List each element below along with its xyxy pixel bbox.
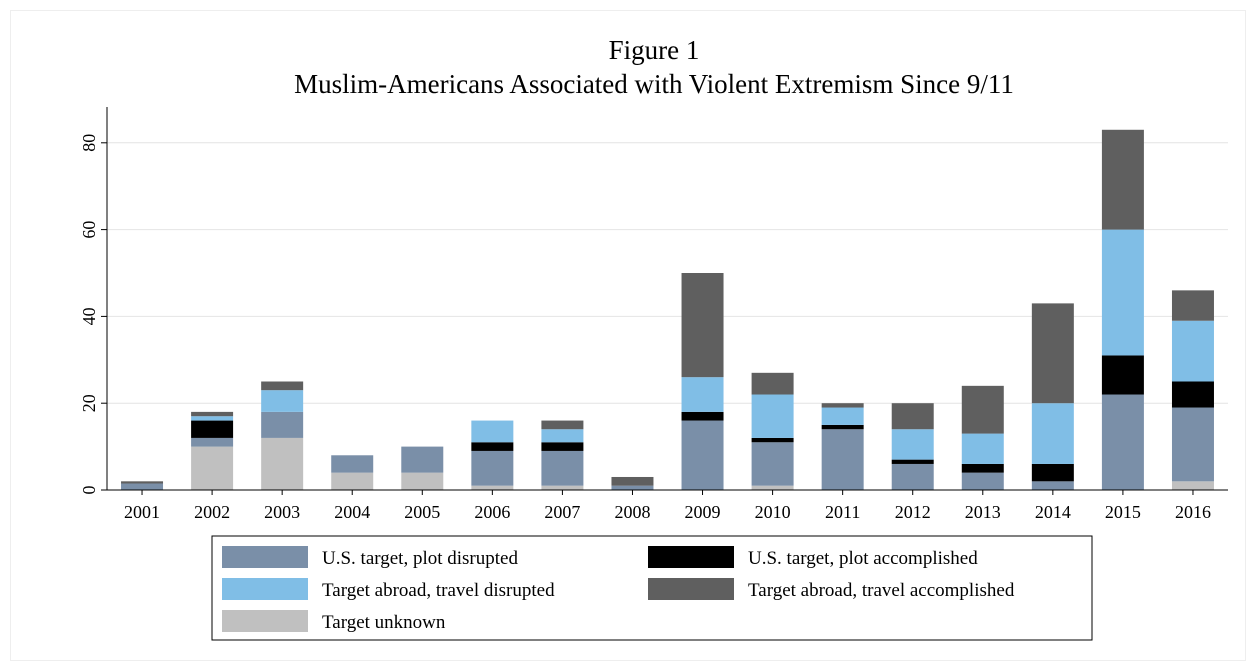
bar-segment-abroad_disrupted [821, 407, 864, 425]
x-tick-label: 2002 [194, 502, 230, 522]
bar-segment-us_disrupted [261, 411, 304, 438]
bar-segment-unknown [191, 446, 234, 490]
bar-segment-abroad_disrupted [1171, 320, 1214, 382]
x-tick-label: 2015 [1105, 502, 1141, 522]
y-tick-label: 0 [79, 486, 99, 495]
bar-segment-abroad_disrupted [681, 377, 724, 412]
bar-segment-abroad_disrupted [961, 433, 1004, 464]
y-tick-label: 60 [79, 221, 99, 239]
bar-segment-us_disrupted [191, 437, 234, 447]
legend-label-us_disrupted: U.S. target, plot disrupted [322, 548, 518, 569]
bar-segment-us_accomplished [191, 420, 234, 438]
legend-label-abroad_accomplished: Target abroad, travel accomplished [748, 580, 1015, 601]
bar-segment-abroad_disrupted [1031, 403, 1074, 464]
x-tick-label: 2016 [1175, 502, 1211, 522]
bar-segment-us_disrupted [1101, 394, 1144, 490]
x-tick-label: 2006 [474, 502, 510, 522]
bar-segment-us_disrupted [1171, 407, 1214, 482]
bar-segment-abroad_accomplished [1171, 290, 1214, 321]
bar-segment-unknown [471, 485, 514, 490]
bar-segment-us_accomplished [541, 442, 584, 451]
bar-segment-unknown [541, 485, 584, 490]
bar-segment-us_accomplished [1171, 381, 1214, 408]
chart-subtitle: Muslim-Americans Associated with Violent… [294, 69, 1014, 99]
bar-segment-us_disrupted [821, 429, 864, 490]
bar-segment-abroad_disrupted [191, 416, 234, 421]
legend-label-abroad_disrupted: Target abroad, travel disrupted [322, 580, 555, 601]
x-tick-label: 2011 [825, 502, 860, 522]
legend-label-unknown: Target unknown [322, 612, 446, 633]
axes: 0 20 40 60 80 2001 2002 2003 2004 2005 2006 2007 200… [79, 107, 1228, 522]
x-tick-label: 2004 [334, 502, 370, 522]
bar-segment-us_disrupted [121, 483, 164, 490]
bar-segment-abroad_disrupted [891, 429, 934, 460]
bar-segment-us_disrupted [471, 450, 514, 486]
x-tick-label: 2003 [264, 502, 300, 522]
bar-segment-us_accomplished [821, 424, 864, 430]
legend-swatch-abroad_disrupted [222, 578, 308, 600]
bar-segment-abroad_accomplished [821, 403, 864, 408]
bar-segment-unknown [401, 472, 444, 490]
bar-segment-us_disrupted [681, 420, 724, 490]
x-tick-label: 2014 [1035, 502, 1071, 522]
legend: U.S. target, plot disrupted U.S. target, … [211, 535, 1093, 641]
bar-segment-abroad_accomplished [751, 372, 794, 395]
bar-segment-unknown [261, 437, 304, 490]
y-tick-label: 20 [79, 394, 99, 412]
bar-segment-abroad_accomplished [121, 481, 164, 484]
x-tick-label: 2012 [895, 502, 931, 522]
bar-segment-us_disrupted [611, 485, 654, 490]
y-tick-label: 80 [79, 134, 99, 152]
x-tick-label: 2008 [614, 502, 650, 522]
legend-swatch-unknown [222, 610, 308, 632]
bar-segment-us_disrupted [891, 463, 934, 490]
bar-segment-us_disrupted [1031, 481, 1074, 490]
bar-segment-abroad_accomplished [191, 411, 234, 417]
bar-segment-abroad_accomplished [261, 381, 304, 391]
bar-segment-us_accomplished [961, 463, 1004, 473]
bar-segment-us_accomplished [1031, 463, 1074, 482]
legend-swatch-us_accomplished [648, 546, 734, 568]
bar-segment-abroad_disrupted [541, 429, 584, 443]
x-tick-label: 2007 [544, 502, 580, 522]
bar-segment-us_disrupted [541, 450, 584, 486]
bar-segment-abroad_disrupted [471, 420, 514, 443]
chart-title: Figure 1 [609, 35, 700, 65]
bar-segment-abroad_accomplished [891, 403, 934, 430]
bar-segment-us_accomplished [891, 459, 934, 464]
bar-segment-us_accomplished [681, 411, 724, 421]
bar-segment-us_disrupted [401, 446, 444, 473]
legend-swatch-abroad_accomplished [648, 578, 734, 600]
bar-segment-abroad_accomplished [1031, 303, 1074, 404]
bar-segment-us_accomplished [1101, 355, 1144, 395]
bar-segment-abroad_accomplished [611, 476, 654, 486]
bar-segment-unknown [331, 472, 374, 490]
x-tick-label: 2001 [124, 502, 160, 522]
bar-segment-us_disrupted [751, 442, 794, 486]
bar-segment-abroad_accomplished [541, 420, 584, 430]
legend-label-us_accomplished: U.S. target, plot accomplished [748, 548, 978, 569]
bar-segment-abroad_disrupted [1101, 229, 1144, 356]
legend-swatch-us_disrupted [222, 546, 308, 568]
bar-segment-us_accomplished [751, 437, 794, 443]
bar-segment-abroad_disrupted [751, 394, 794, 438]
bar-segment-us_accomplished [471, 442, 514, 451]
y-tick-label: 40 [79, 307, 99, 325]
bar-segment-abroad_accomplished [961, 385, 1004, 434]
x-tick-label: 2009 [685, 502, 721, 522]
x-tick-label: 2010 [755, 502, 791, 522]
x-tick-label: 2005 [404, 502, 440, 522]
bar-segment-abroad_accomplished [681, 273, 724, 378]
bar-segment-unknown [1171, 481, 1214, 490]
bar-segment-unknown [751, 485, 794, 490]
bar-segment-us_disrupted [961, 472, 1004, 490]
bar-segment-us_disrupted [331, 455, 374, 473]
bars [121, 129, 1214, 490]
bar-segment-abroad_disrupted [261, 390, 304, 412]
bar-segment-abroad_accomplished [1101, 129, 1144, 230]
x-tick-label: 2013 [965, 502, 1001, 522]
